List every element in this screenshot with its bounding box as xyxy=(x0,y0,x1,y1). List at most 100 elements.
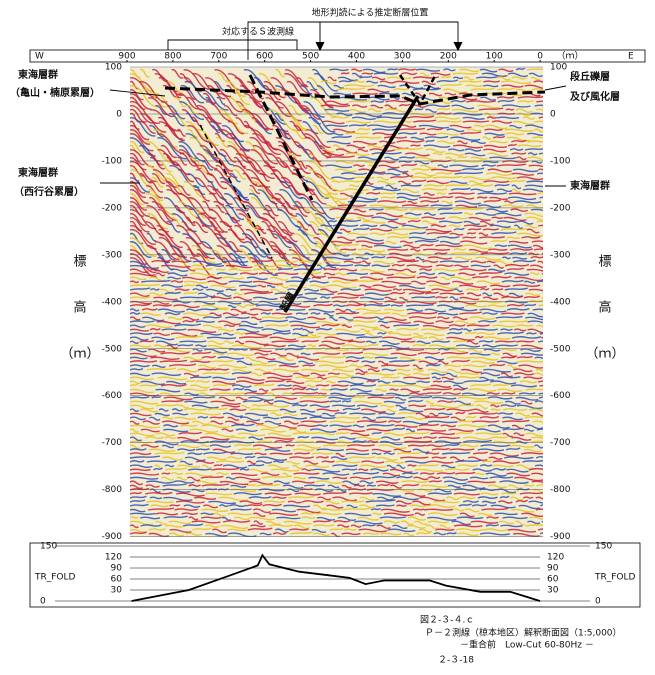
reflector xyxy=(130,483,420,490)
reflector xyxy=(155,512,543,518)
reflector xyxy=(191,403,543,410)
reflector xyxy=(130,467,543,473)
distance-bar xyxy=(29,49,646,63)
fold-panel xyxy=(29,542,641,608)
depth-tick-label: 0 xyxy=(116,110,122,120)
reflector xyxy=(130,296,543,299)
reflector xyxy=(210,248,467,270)
depth-tick-label: -700 xyxy=(102,438,123,448)
reflector xyxy=(145,324,543,329)
reflector xyxy=(140,379,517,386)
label: （亀山・楠原累層） xyxy=(10,86,100,99)
reflector xyxy=(179,295,459,301)
reflector xyxy=(246,483,543,490)
reflector xyxy=(130,80,543,103)
depth-tick-label: -900 xyxy=(102,532,123,542)
reflector xyxy=(175,499,529,506)
y-tick-label: 0 xyxy=(40,597,46,607)
reflector xyxy=(198,363,517,369)
depth-tick-label: -500 xyxy=(550,344,571,354)
s-wave-bracket xyxy=(167,39,298,50)
reflector xyxy=(130,287,528,293)
reflector xyxy=(320,147,445,153)
reflector xyxy=(178,431,525,438)
reflector xyxy=(166,171,512,188)
reflector xyxy=(139,515,528,522)
reflector xyxy=(130,351,518,358)
reflector xyxy=(130,391,516,397)
label: 及び風化層 xyxy=(570,90,620,103)
reflector xyxy=(130,256,543,280)
reflector xyxy=(130,280,474,286)
reflector xyxy=(309,204,543,219)
reflector xyxy=(154,411,514,418)
reflector xyxy=(205,531,543,537)
reflector xyxy=(130,235,521,258)
depth-tick-label: 100 xyxy=(550,63,567,73)
reflector xyxy=(166,344,543,350)
reflector xyxy=(146,480,529,486)
reflector xyxy=(246,220,543,236)
reflector xyxy=(312,124,508,134)
reflector xyxy=(145,436,543,441)
reflector xyxy=(224,323,490,329)
y-tick-label: 90 xyxy=(547,564,559,574)
label: 東海層群 xyxy=(570,179,610,192)
reflector xyxy=(130,507,381,513)
y-tick-label: 0 xyxy=(595,597,601,607)
reflector xyxy=(130,227,540,250)
reflector xyxy=(169,503,407,509)
reflector xyxy=(130,267,543,274)
reflector xyxy=(168,531,479,537)
reflector xyxy=(392,227,527,231)
label: 東海層群 xyxy=(18,68,58,81)
reflector xyxy=(183,204,502,227)
depth-tick-label: -700 xyxy=(550,438,571,448)
reflector xyxy=(357,156,517,161)
reflector xyxy=(257,284,541,289)
reflector xyxy=(150,504,456,510)
reflector xyxy=(217,327,446,333)
reflector xyxy=(130,459,543,466)
reflector xyxy=(143,87,543,108)
reflector xyxy=(130,495,510,502)
reflector xyxy=(202,304,543,310)
y-tick-label: 60 xyxy=(547,575,559,585)
reflector xyxy=(213,463,417,467)
reflector xyxy=(191,519,499,525)
depth-tick-label: -400 xyxy=(550,297,571,307)
reflector xyxy=(218,495,524,502)
depth-label: 標 xyxy=(598,255,611,270)
reflector xyxy=(130,524,483,530)
reflector xyxy=(229,407,489,413)
reflector xyxy=(140,428,474,433)
seismic-section xyxy=(130,68,543,537)
y-tick-label: 60 xyxy=(111,575,123,585)
reflector xyxy=(217,235,460,259)
depth-tick-label: -600 xyxy=(550,391,571,401)
depth-tick-label: -200 xyxy=(550,203,571,213)
reflector xyxy=(253,75,498,91)
reflector xyxy=(249,135,506,158)
reflector xyxy=(159,391,292,397)
reflector xyxy=(141,308,347,314)
depth-tick-label: -900 xyxy=(550,532,571,542)
reflector xyxy=(130,443,535,450)
y-tick-label: 150 xyxy=(40,542,57,552)
reflector xyxy=(130,440,543,445)
reflector xyxy=(236,359,518,366)
reflector xyxy=(184,79,459,101)
distance-tick-label: 600 xyxy=(256,52,273,62)
reflector xyxy=(130,455,543,462)
reflector xyxy=(130,188,327,211)
depth-tick-label: -100 xyxy=(102,156,123,166)
reflector xyxy=(166,219,534,233)
reflector xyxy=(154,464,534,470)
reflector xyxy=(161,475,307,481)
reflector xyxy=(130,168,431,187)
reflector xyxy=(188,155,543,176)
reflector xyxy=(188,516,499,521)
reflector xyxy=(130,531,540,537)
reflector xyxy=(167,80,532,98)
reflector xyxy=(153,127,543,148)
